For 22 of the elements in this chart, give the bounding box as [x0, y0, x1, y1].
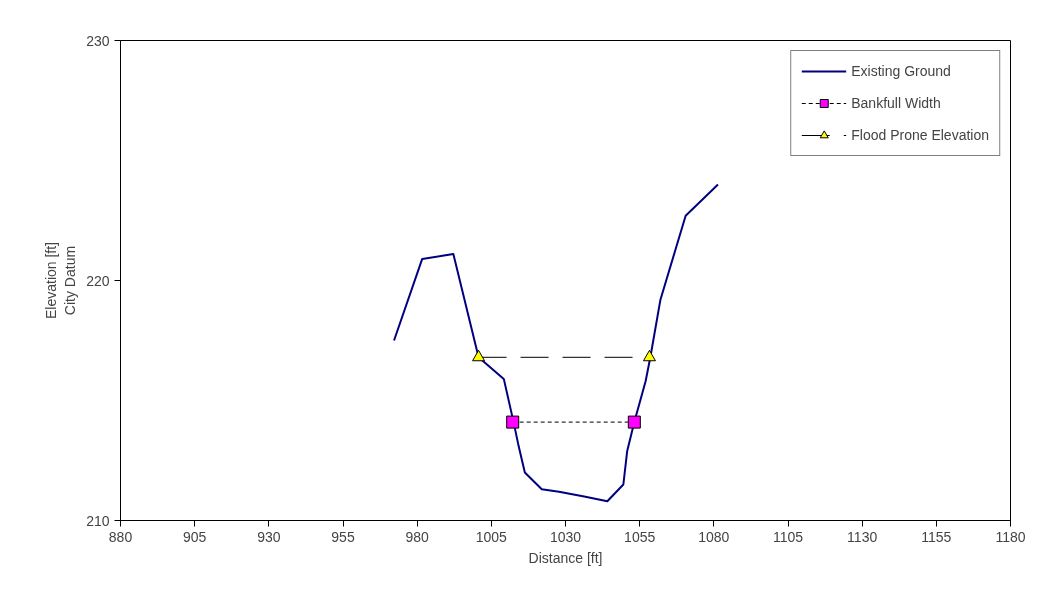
x-tick-label: 955 — [331, 528, 355, 545]
y-tick-label: 220 — [86, 272, 110, 289]
x-tick-label: 980 — [405, 528, 430, 545]
x-tick-label: 1130 — [847, 528, 878, 545]
x-tick-label: 905 — [182, 528, 207, 545]
x-tick-label: 1055 — [624, 528, 656, 545]
y-axis-title: Elevation [ft] City Datum — [42, 241, 79, 320]
x-tick-label: 930 — [257, 528, 281, 545]
y-tick-label: 230 — [86, 32, 110, 49]
line-series — [393, 183, 719, 503]
x-axis-title: Distance [ft] — [528, 549, 603, 566]
y-tick-label: 210 — [86, 512, 110, 529]
x-tick-label: 1105 — [772, 528, 804, 545]
x-tick-label: 1030 — [549, 528, 582, 545]
x-tick-label: 1080 — [698, 528, 730, 545]
legend-label: Existing Ground — [851, 63, 951, 79]
legend-label: Bankfull Width — [851, 95, 941, 111]
x-tick-label: 1180 — [995, 528, 1026, 545]
x-tick-label: 880 — [108, 528, 133, 545]
x-tick-label: 1005 — [475, 528, 508, 545]
x-tick-label: 1155 — [921, 528, 952, 545]
legend-label: Flood Prone Elevation — [851, 127, 989, 143]
